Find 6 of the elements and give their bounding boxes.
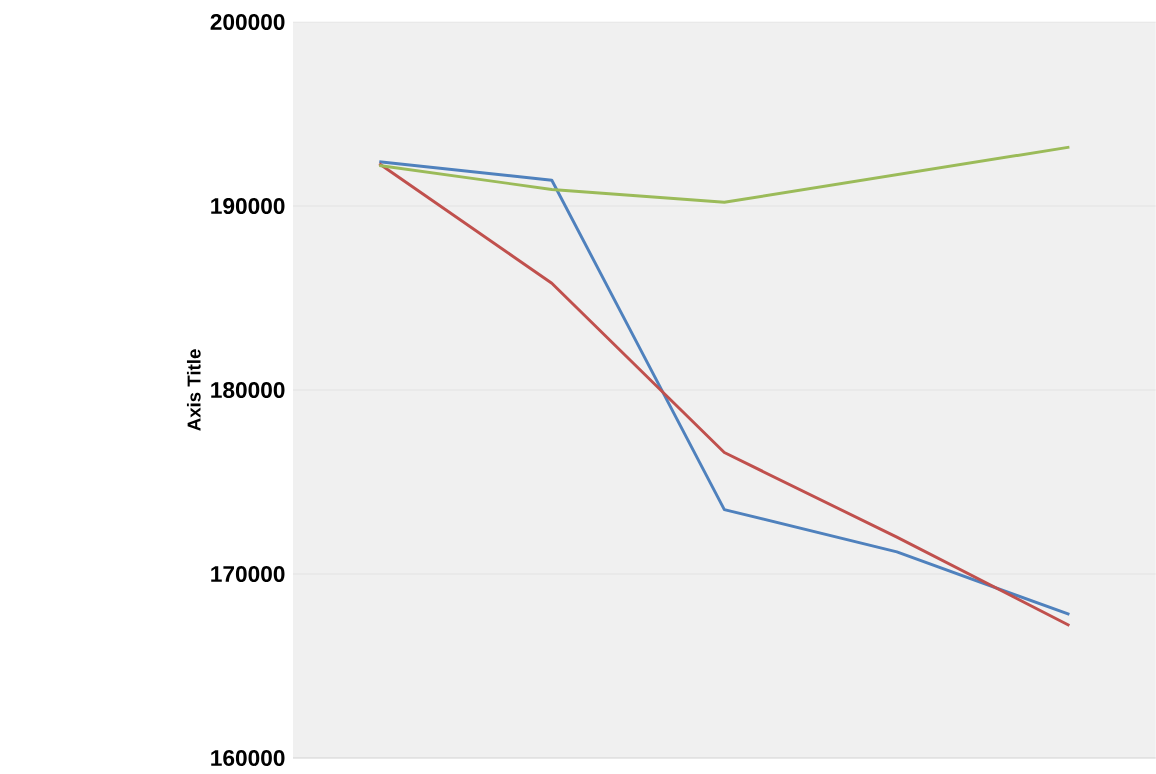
y-tick-label: 200000 bbox=[210, 13, 285, 31]
y-tick-label: 160000 bbox=[211, 749, 285, 767]
y-axis-title: Axis Title bbox=[186, 349, 201, 431]
y-tick-label: 190000 bbox=[211, 197, 285, 215]
y-tick-label: 180000 bbox=[211, 381, 285, 399]
y-tick-label: 170000 bbox=[211, 565, 285, 583]
